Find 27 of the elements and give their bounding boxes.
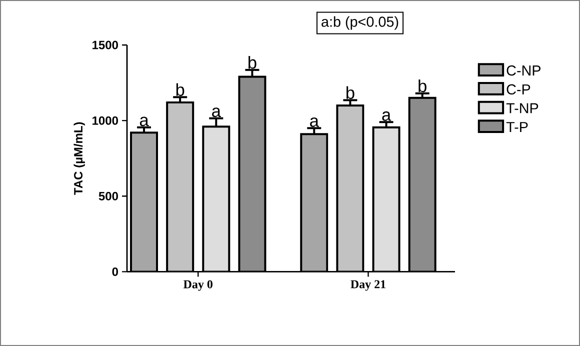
y-tick-label: 1000 [92, 116, 118, 125]
y-tick-label: 1500 [92, 40, 118, 50]
data-label: a [382, 111, 392, 121]
bar [372, 126, 400, 272]
data-label: b [176, 83, 184, 96]
data-label: b [346, 86, 354, 99]
legend-label: T-NP [506, 103, 538, 114]
text: a:b (p<0.05) [322, 16, 398, 30]
bar [300, 133, 328, 272]
legend-label: C-P [506, 84, 530, 94]
y-axis-title: TAC (µM/mL) [74, 122, 85, 195]
bar [238, 76, 266, 272]
legend-label: T-P [506, 122, 528, 132]
bar [130, 132, 158, 272]
y-tick-label: 0 [112, 267, 118, 276]
data-label: a [310, 117, 319, 127]
data-label: a [140, 116, 149, 126]
x-tick-label: Day 0 [183, 280, 212, 291]
data-label: b [248, 56, 256, 69]
data-label: a [212, 108, 221, 118]
legend-label: C-NP [506, 65, 540, 76]
bar [166, 101, 194, 272]
x-tick-label: Day 21 [350, 280, 386, 291]
bar [408, 96, 436, 272]
bar [202, 126, 230, 272]
data-label: b [418, 79, 426, 92]
y-tick-label: 500 [98, 192, 118, 200]
